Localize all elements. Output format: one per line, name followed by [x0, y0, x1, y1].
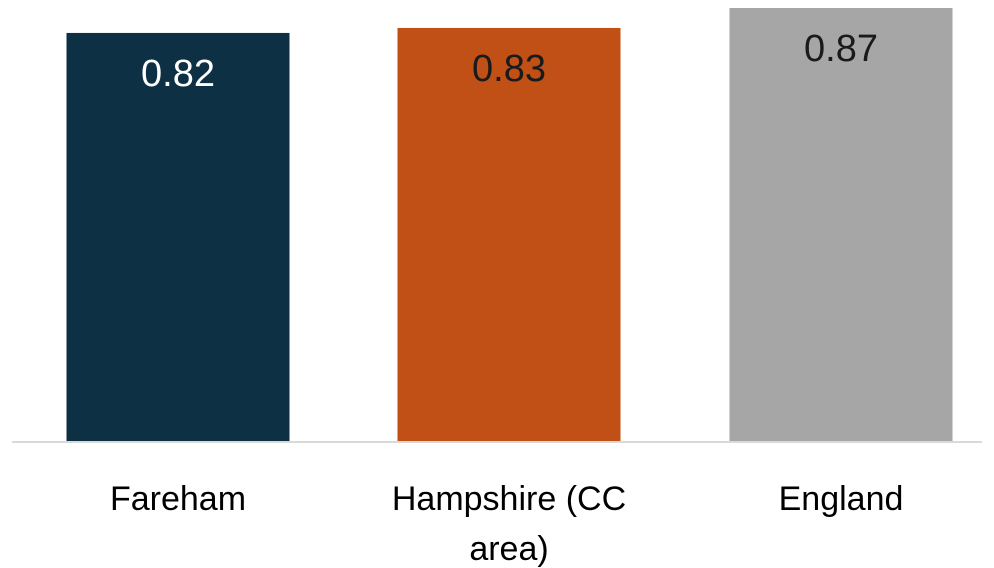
- category-label-line: Fareham: [110, 480, 246, 518]
- data-label-1: 0.83: [472, 48, 546, 90]
- bars-group: [66, 8, 953, 443]
- bar-1: [397, 27, 621, 443]
- category-label-line: area): [469, 530, 548, 568]
- category-labels-group: Fareham Hampshire (CC area) England: [110, 480, 903, 568]
- category-label-0: Fareham: [110, 480, 246, 518]
- category-label-2: England: [779, 480, 904, 518]
- bar-2: [729, 8, 953, 442]
- category-label-1: Hampshire (CC area): [392, 480, 626, 568]
- category-label-line: England: [779, 480, 904, 518]
- data-labels-group: 0.82 0.83 0.87: [141, 28, 878, 95]
- data-label-2: 0.87: [804, 28, 878, 70]
- data-label-0: 0.82: [141, 53, 215, 95]
- bar-0: [66, 32, 290, 442]
- category-label-line: Hampshire (CC: [392, 480, 626, 518]
